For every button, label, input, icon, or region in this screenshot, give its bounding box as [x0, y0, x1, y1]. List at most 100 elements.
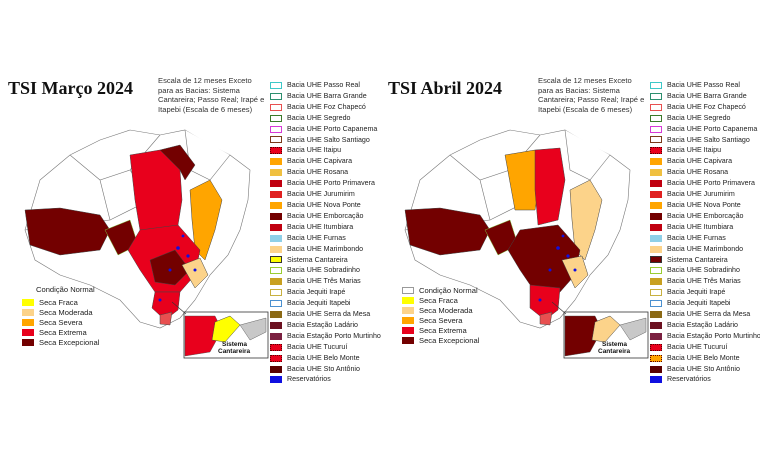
- inset-label-line2: Cantareira: [218, 348, 251, 355]
- map-panel-march: Sistema Cantareira TSI Março 2024 Escala…: [0, 60, 381, 400]
- basin-item: Bacia UHE Segredo: [270, 113, 381, 124]
- basin-item: Bacia Jequiti Irapé: [270, 287, 381, 298]
- basin-label: Bacia UHE Furnas: [287, 233, 346, 242]
- legend-swatch: [402, 296, 414, 304]
- basin-swatch: [270, 256, 282, 264]
- basin-swatch: [650, 343, 662, 351]
- basin-label: Bacia UHE Porto Primavera: [667, 179, 755, 188]
- basin-label: Bacia UHE Itumbiara: [667, 222, 734, 231]
- basin-label: Bacia UHE Três Marias: [667, 277, 741, 286]
- basin-item: Reservatórios: [270, 374, 381, 385]
- basin-swatch: [650, 125, 662, 133]
- basin-item: Bacia UHE Capivara: [270, 156, 381, 167]
- basin-swatch: [650, 223, 662, 231]
- basin-swatch: [270, 234, 282, 242]
- legend-label: Seca Severa: [419, 315, 463, 325]
- basin-swatch: [270, 212, 282, 220]
- basin-swatch: [270, 321, 282, 329]
- basin-swatch: [270, 169, 282, 177]
- basin-swatch: [270, 81, 282, 89]
- condition-legend-title: Condição Normal: [36, 285, 95, 294]
- basin-item: Bacia UHE Três Marias: [270, 276, 381, 287]
- basin-item: Bacia UHE Foz Chapecó: [270, 102, 381, 113]
- basin-label: Bacia UHE Salto Santiago: [287, 135, 370, 144]
- basin-swatch: [270, 343, 282, 351]
- basin-item: Bacia UHE Porto Capanema: [270, 124, 381, 135]
- legend-swatch: [402, 336, 414, 344]
- scale-note: Escala de 12 meses Exceto para as Bacias…: [538, 76, 645, 114]
- basin-label: Bacia UHE Tucuruí: [287, 342, 348, 351]
- basin-item: Bacia UHE Barra Grande: [270, 91, 381, 102]
- basin-label: Bacia UHE Passo Real: [667, 81, 740, 89]
- basin-swatch: [650, 147, 662, 155]
- basin-swatch: [650, 114, 662, 122]
- basin-item: Sistema Cantareira: [270, 255, 381, 266]
- basin-label: Bacia UHE Itaipu: [667, 146, 722, 155]
- basin-swatch: [650, 310, 662, 318]
- basin-label: Sistema Cantareira: [667, 255, 728, 264]
- basin-swatch: [650, 376, 662, 384]
- basin-swatch: [270, 267, 282, 275]
- basin-swatch: [650, 212, 662, 220]
- basin-label: Bacia UHE Jurumirim: [667, 190, 735, 199]
- legend-item: Seca Moderada: [402, 305, 479, 315]
- basin-swatch: [650, 300, 662, 308]
- basin-swatch: [270, 125, 282, 133]
- basin-item: Bacia UHE Itumbiara: [650, 222, 760, 233]
- legend-item: Seca Extrema: [22, 327, 99, 337]
- legend-swatch: [22, 318, 34, 326]
- basin-swatch: [270, 92, 282, 100]
- basin-item: Bacia UHE Serra da Mesa: [270, 309, 381, 320]
- basin-label: Bacia UHE Belo Monte: [667, 353, 740, 362]
- basin-swatch: [650, 103, 662, 111]
- legend-label: Seca Fraca: [419, 295, 458, 305]
- legend-item: Seca Fraca: [22, 297, 99, 307]
- basin-item: Bacia UHE Barra Grande: [650, 91, 760, 102]
- basin-item: Bacia Estação Ladário: [270, 320, 381, 331]
- legend-label: Seca Excepcional: [39, 337, 100, 347]
- basin-item: Bacia UHE Furnas: [270, 233, 381, 244]
- basin-swatch: [270, 278, 282, 286]
- basin-swatch: [270, 354, 282, 362]
- basin-item: Bacia UHE Nova Ponte: [650, 200, 760, 211]
- basin-label: Bacia Estação Ladário: [667, 320, 738, 329]
- basin-swatch: [650, 267, 662, 275]
- basin-label: Reservatórios: [287, 375, 331, 384]
- basin-label: Bacia UHE Salto Santiago: [667, 135, 750, 144]
- basin-item: Bacia UHE Marimbondo: [270, 244, 381, 255]
- basin-item: Bacia UHE Nova Ponte: [270, 200, 381, 211]
- basin-label: Bacia UHE Segredo: [667, 113, 731, 122]
- basin-item: Bacia UHE Rosana: [270, 167, 381, 178]
- basin-label: Bacia UHE Capivara: [667, 157, 733, 166]
- basin-label: Bacia UHE Belo Monte: [287, 353, 360, 362]
- basin-item: Bacia UHE Salto Santiago: [270, 135, 381, 146]
- basin-label: Bacia UHE Serra da Mesa: [667, 310, 751, 319]
- basin-label: Bacia UHE Barra Grande: [667, 91, 747, 100]
- basin-label: Bacia UHE Itaipu: [287, 146, 342, 155]
- basin-item: Bacia UHE Sto Antônio: [650, 364, 760, 375]
- basin-legend: Bacia UHE Passo Real Bacia UHE Barra Gra…: [270, 80, 381, 385]
- basin-item: Bacia UHE Furnas: [650, 233, 760, 244]
- basin-swatch: [650, 92, 662, 100]
- basin-swatch: [270, 114, 282, 122]
- basin-swatch: [650, 278, 662, 286]
- basin-label: Bacia UHE Porto Primavera: [287, 179, 375, 188]
- basin-swatch: [650, 354, 662, 362]
- condition-legend: Condição Normal Seca Fraca Seca Moderada…: [402, 285, 479, 345]
- basin-label: Bacia Estação Ladário: [287, 320, 358, 329]
- basin-swatch: [270, 158, 282, 166]
- basin-label: Bacia UHE Sto Antônio: [667, 364, 740, 373]
- legend-label: Condição Normal: [419, 285, 478, 295]
- legend-item: Seca Severa: [22, 317, 99, 327]
- basin-label: Bacia Jequiti Irapé: [287, 288, 346, 297]
- basin-swatch: [650, 321, 662, 329]
- map-panel-april: Sistema Cantareira TSI Abril 2024 Escala…: [380, 60, 760, 400]
- basin-label: Bacia UHE Emborcação: [667, 211, 744, 220]
- inset-label-line1: Sistema: [222, 341, 247, 348]
- legend-swatch: [402, 326, 414, 334]
- basin-swatch: [270, 103, 282, 111]
- basin-item: Bacia Jequiti Irapé: [650, 287, 760, 298]
- basin-item: Reservatórios: [650, 374, 760, 385]
- basin-label: Bacia UHE Serra da Mesa: [287, 310, 371, 319]
- basin-label: Bacia Jequiti Irapé: [667, 288, 726, 297]
